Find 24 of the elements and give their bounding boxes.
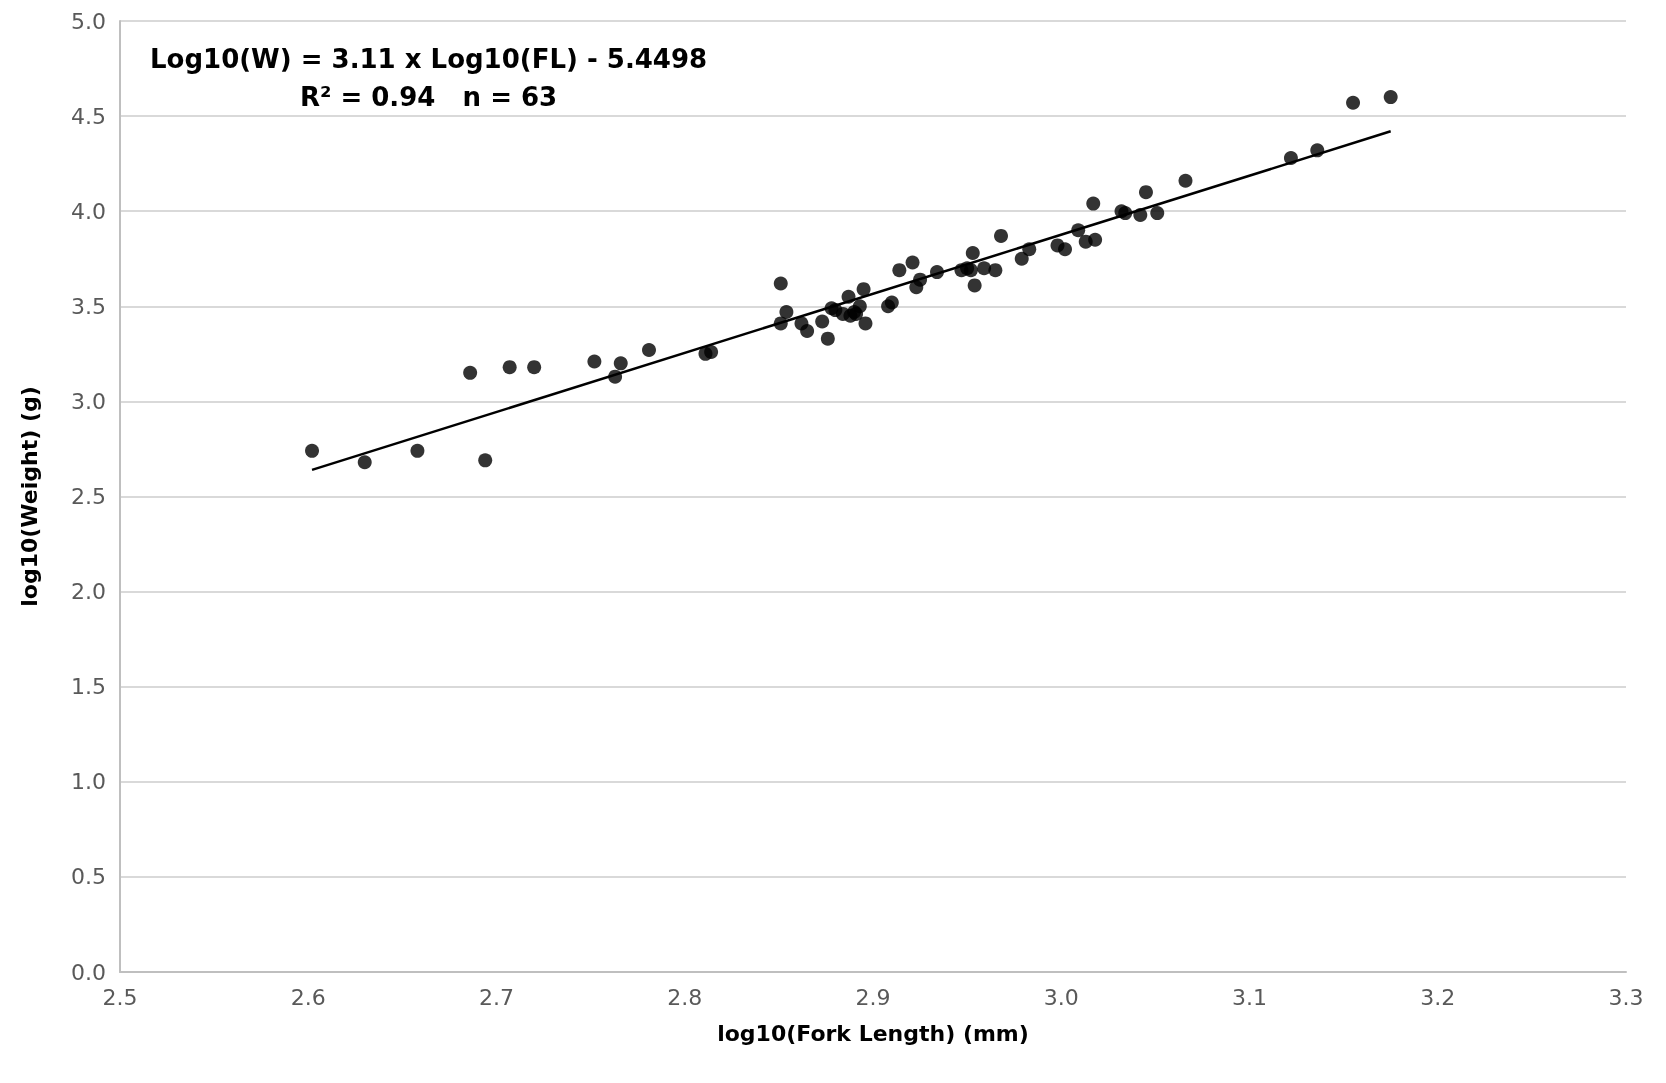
x-tick-label: 2.7 bbox=[479, 984, 514, 1010]
x-tick-label: 2.8 bbox=[667, 984, 703, 1010]
y-tick-label: 4.5 bbox=[71, 103, 106, 129]
x-tick-label: 2.5 bbox=[102, 984, 138, 1010]
y-axis-title: log10(Weight) (g) bbox=[16, 386, 42, 607]
y-tick-label: 3.0 bbox=[71, 388, 106, 414]
x-tick-label: 3.2 bbox=[1420, 984, 1456, 1010]
annotation: R² = 0.94 n = 63 bbox=[299, 82, 558, 112]
y-tick-label: 2.0 bbox=[71, 579, 106, 605]
x-tick-label: 3.0 bbox=[1043, 984, 1079, 1010]
y-tick-label: 5.0 bbox=[71, 8, 106, 34]
y-tick-label: 4.0 bbox=[71, 198, 106, 224]
y-tick-label: 1.5 bbox=[71, 674, 106, 700]
x-tick-label: 3.1 bbox=[1232, 984, 1267, 1010]
y-tick-label: 0.5 bbox=[71, 864, 106, 890]
y-tick-label: 0.0 bbox=[71, 959, 106, 985]
y-tick-label: 2.5 bbox=[71, 484, 106, 509]
x-tick-label: 2.6 bbox=[290, 984, 326, 1010]
annotation: Log10(W) = 3.11 x Log10(FL) - 5.4498 bbox=[150, 44, 708, 74]
y-tick-label: 3.5 bbox=[71, 293, 106, 319]
y-tick-label: 1.0 bbox=[71, 769, 106, 795]
x-tick-label: 3.3 bbox=[1608, 984, 1644, 1010]
x-tick-label: 2.9 bbox=[855, 984, 891, 1010]
x-axis-title: log10(Fork Length) (mm) bbox=[717, 1020, 1029, 1046]
